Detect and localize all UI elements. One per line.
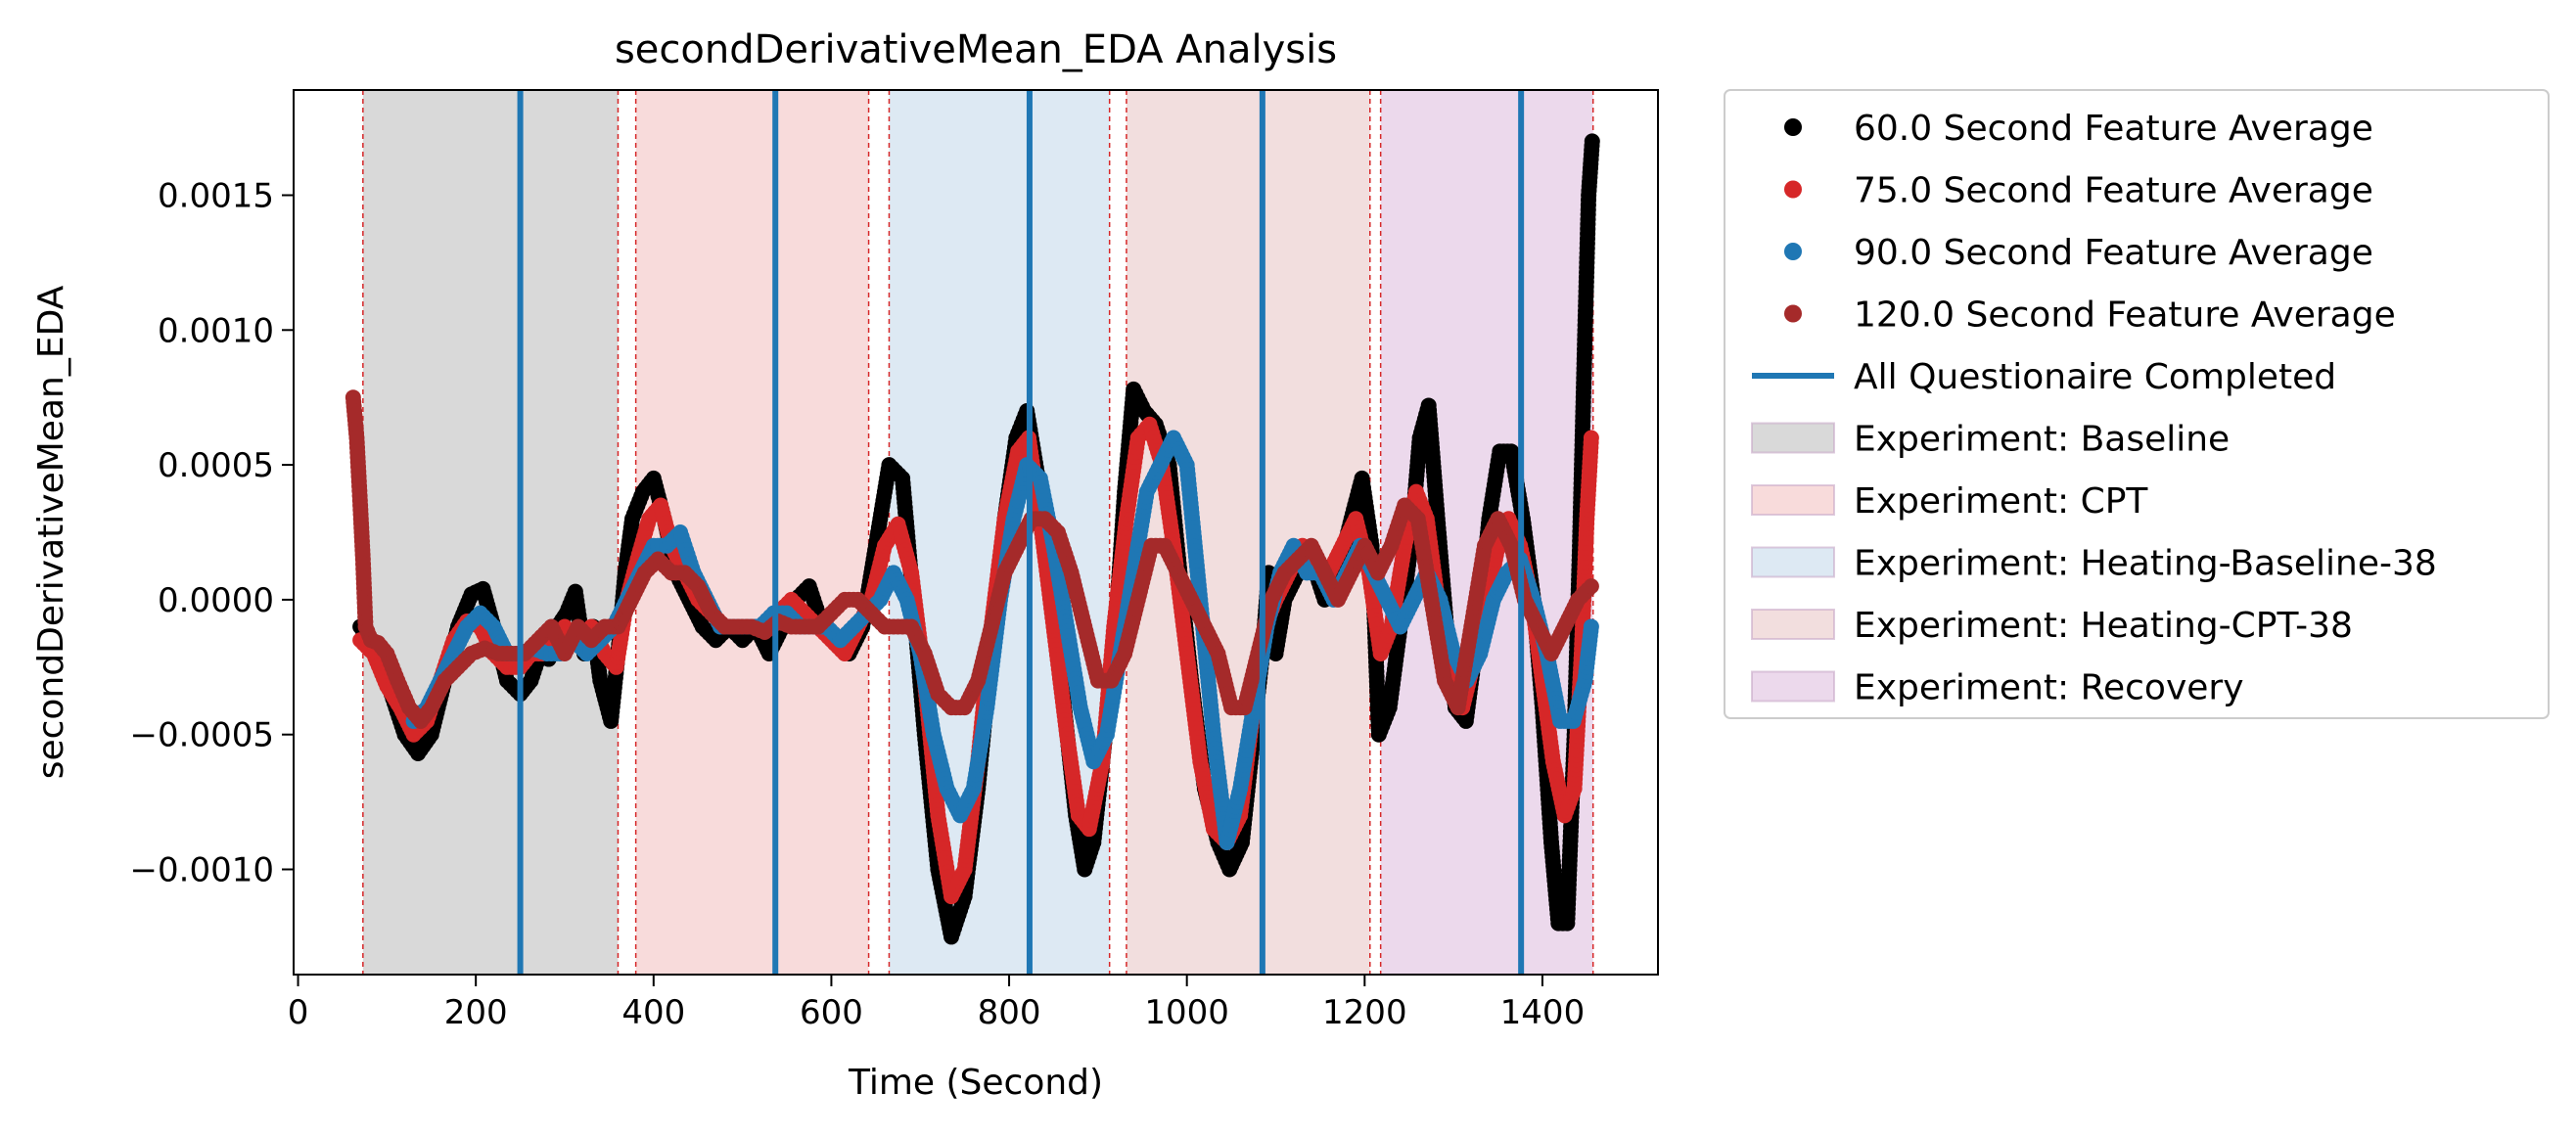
x-axis-label: Time (Second) [848, 1063, 1103, 1103]
chart-title: secondDerivativeMean_EDA Analysis [615, 27, 1337, 72]
y-tick-label-3: 0.0005 [158, 446, 274, 485]
questionnaire-lines [517, 90, 1525, 975]
legend-marker-2 [1784, 243, 1802, 260]
data-series [345, 133, 1600, 945]
plot-frame [293, 89, 1659, 976]
legend-label-3: 120.0 Second Feature Average [1854, 296, 2396, 336]
y-axis-ticks: −0.0010 −0.0005 0.0000 0.0005 0.0010 0.0015 [130, 176, 294, 890]
series-2-point [1583, 618, 1599, 635]
legend-marker-1 [1784, 180, 1802, 199]
x-tick-label-7: 1400 [1500, 993, 1586, 1032]
y-tick-label-4: 0.0010 [158, 311, 274, 350]
legend-label-4: All Questionaire Completed [1854, 357, 2336, 397]
series-1-point [1583, 430, 1599, 446]
x-tick-label-3: 600 [800, 993, 863, 1032]
phase-band-0 [362, 90, 619, 975]
legend-marker-8 [1751, 609, 1835, 640]
y-tick-label-0: −0.0010 [130, 851, 274, 890]
legend-label-7: Experiment: Heating-Baseline-38 [1854, 544, 2437, 584]
x-tick-label-4: 800 [978, 993, 1041, 1032]
x-tick-label-1: 200 [444, 993, 508, 1032]
legend-label-1: 75.0 Second Feature Average [1854, 171, 2373, 211]
series-3 [345, 389, 1599, 729]
y-tick-label-2: 0.0000 [158, 581, 274, 620]
x-tick-label-0: 0 [288, 993, 309, 1032]
legend-label-9: Experiment: Recovery [1854, 668, 2244, 708]
legend-label-6: Experiment: CPT [1854, 481, 2148, 522]
y-tick-label-1: −0.0005 [130, 716, 274, 755]
series-3-point [1583, 578, 1599, 595]
legend-label-5: Experiment: Baseline [1854, 420, 2230, 460]
legend-marker-6 [1751, 484, 1835, 516]
legend-marker-0 [1784, 118, 1802, 136]
x-tick-label-5: 1000 [1144, 993, 1229, 1032]
legend-marker-9 [1751, 670, 1835, 703]
legend-label-2: 90.0 Second Feature Average [1854, 233, 2373, 273]
legend-frame [1724, 89, 2550, 719]
x-axis-ticks: 0 200 400 600 800 1000 1200 1400 [288, 975, 1585, 1032]
legend-marker-3 [1784, 304, 1802, 323]
legend: 60.0 Second Feature Average 75.0 Second F… [1724, 89, 2550, 719]
legend-label-0: 60.0 Second Feature Average [1854, 109, 2373, 149]
series-0-point [1584, 133, 1600, 150]
legend-marker-7 [1751, 546, 1835, 578]
legend-label-8: Experiment: Heating-CPT-38 [1854, 606, 2353, 646]
y-tick-label-5: 0.0015 [158, 176, 274, 215]
x-tick-label-6: 1200 [1322, 993, 1407, 1032]
x-tick-label-2: 400 [621, 993, 685, 1032]
y-axis-label: secondDerivativeMean_EDA [31, 285, 71, 779]
legend-marker-5 [1751, 422, 1835, 454]
